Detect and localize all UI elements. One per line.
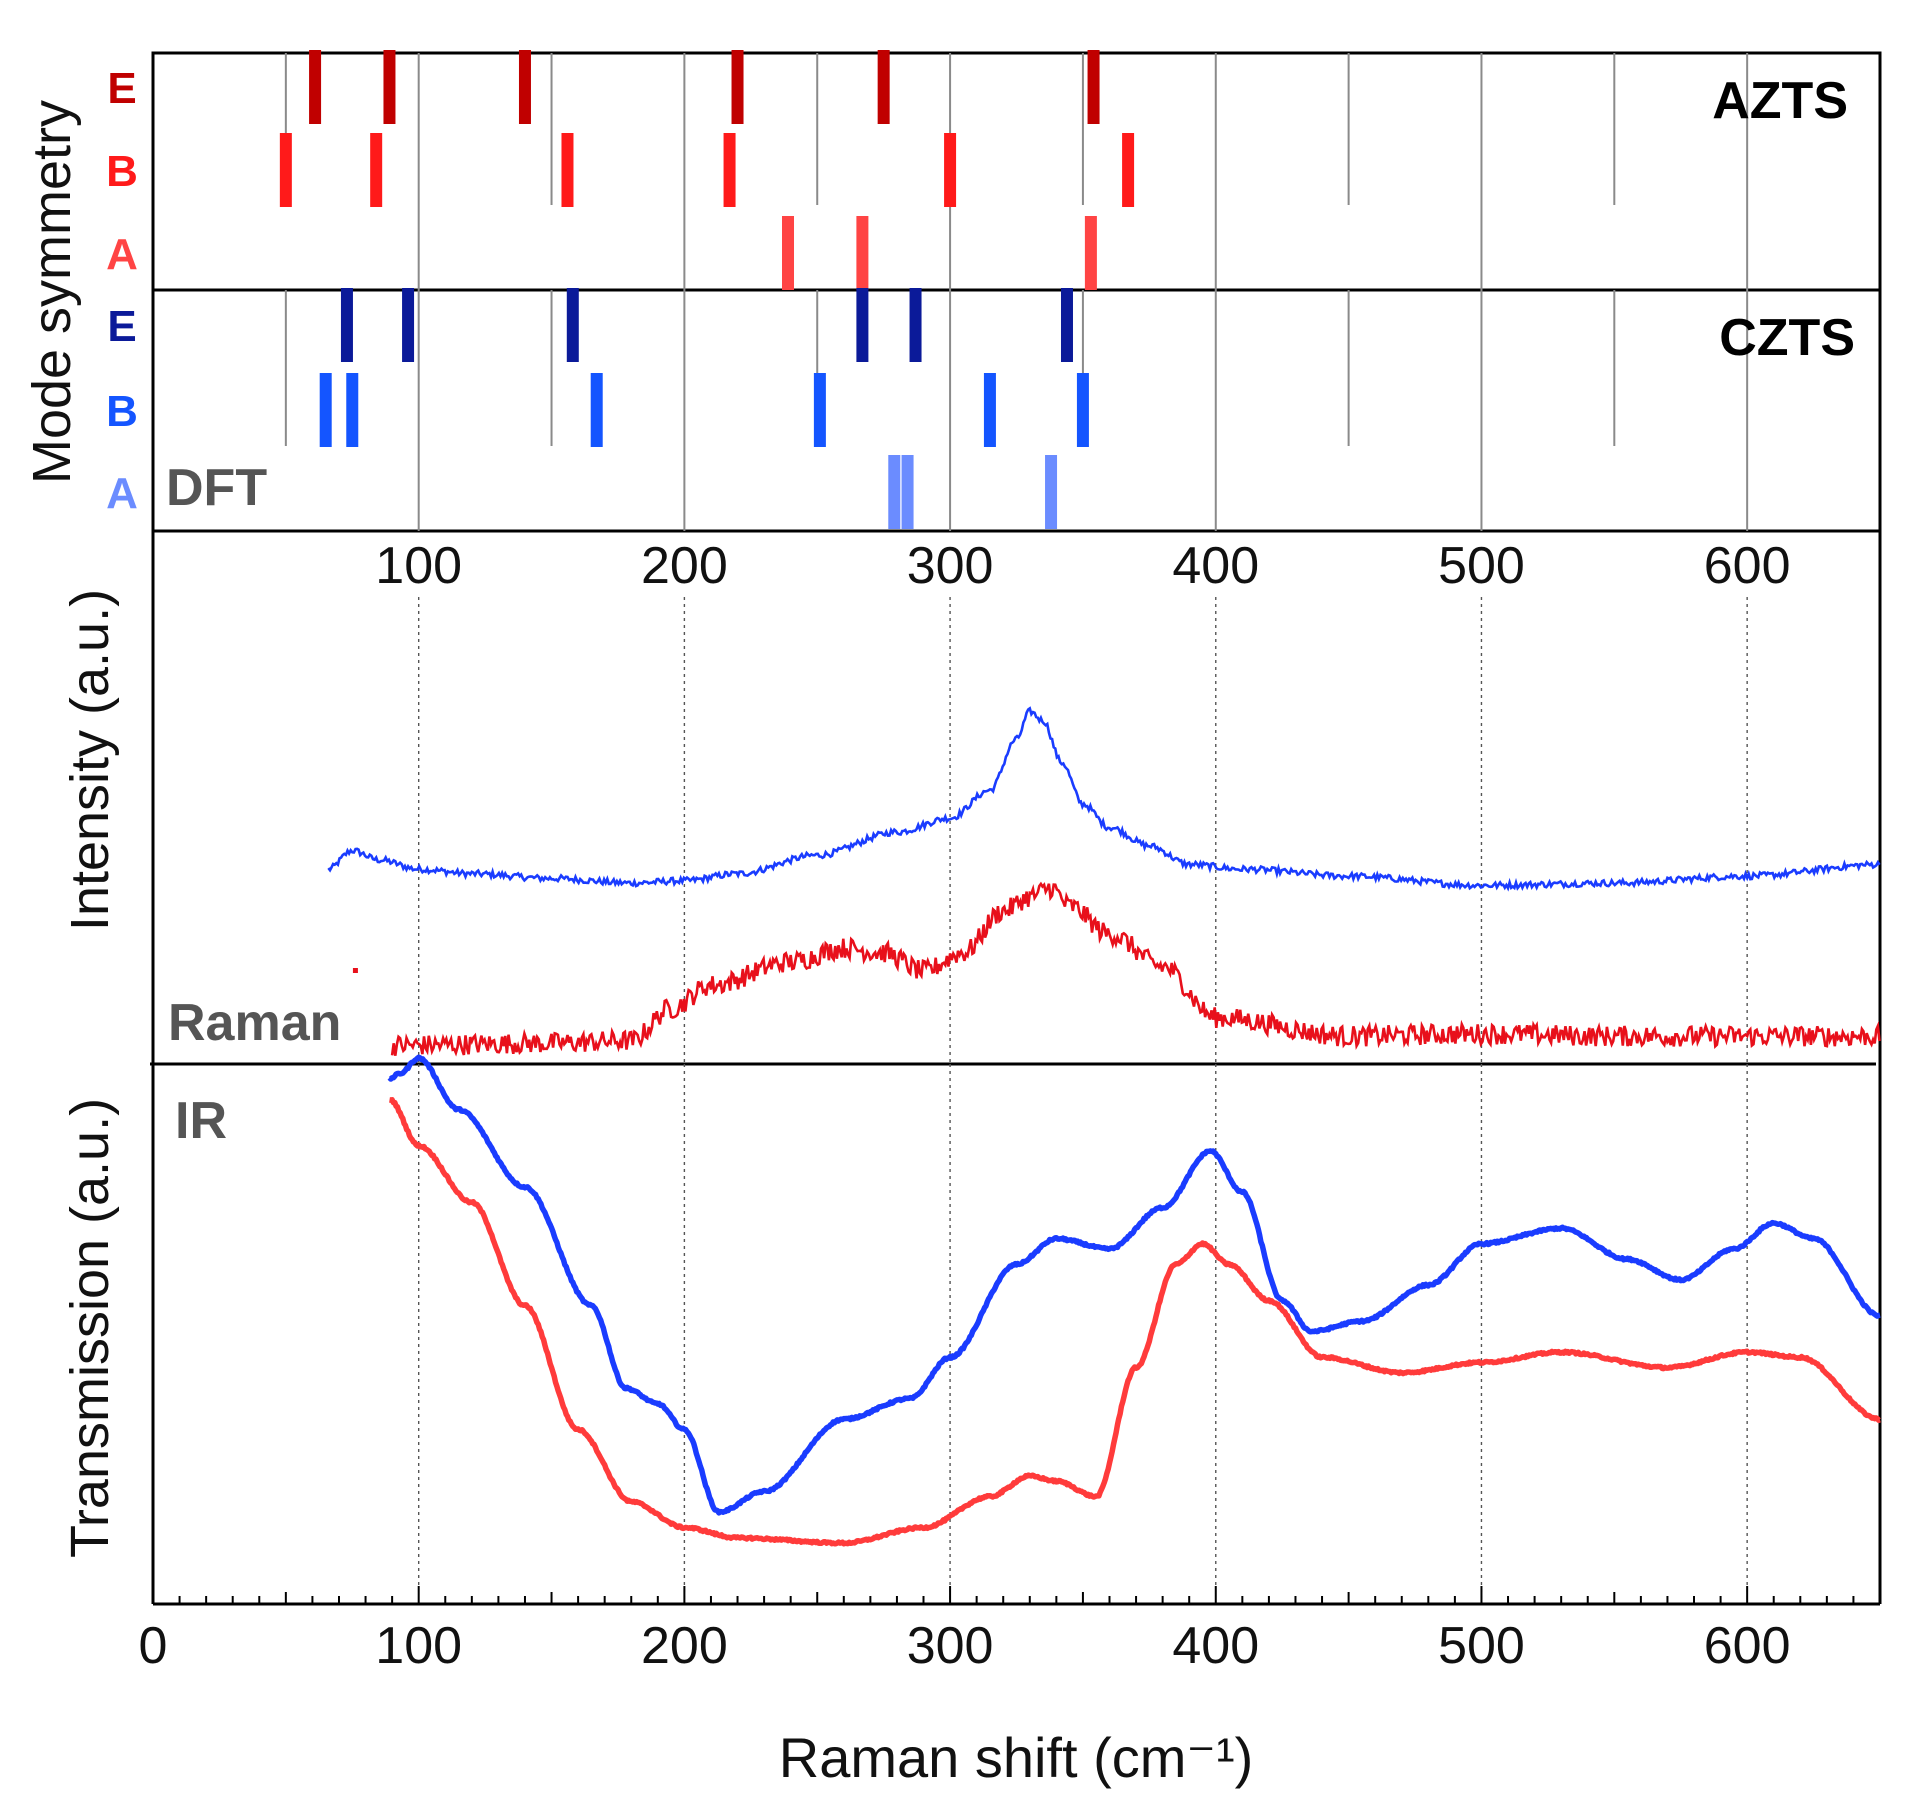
top-tick-label: 400 <box>1172 537 1259 595</box>
czts-material-label: CZTS <box>1719 309 1855 367</box>
raman-point-azts <box>352 968 358 973</box>
symmetry-label-azts-e: E <box>107 64 136 113</box>
x-tick-label: 200 <box>641 1617 728 1675</box>
dft-y-axis-title: Mode symmetry <box>22 100 82 484</box>
mode-mark-czts-b <box>983 373 996 447</box>
mode-mark-azts-a <box>782 216 795 290</box>
raman-spectra <box>327 706 1881 1057</box>
mode-mark-azts-b <box>944 133 957 207</box>
raman-y-axis-title: Intensity (a.u.) <box>60 589 120 931</box>
top-tick-label: 500 <box>1438 537 1525 595</box>
mode-mark-azts-b <box>279 133 292 207</box>
mode-mark-azts-e <box>518 50 531 124</box>
ir-spectra <box>387 1054 1882 1547</box>
mode-mark-czts-a <box>1045 455 1058 529</box>
dft-panel-frame <box>151 51 1882 533</box>
dft-panel: 100 200 300 400 500 600 Mode symmetry DFT AZT… <box>22 50 1882 595</box>
x-tick-label: 500 <box>1438 1617 1525 1675</box>
top-tick-label: 300 <box>907 537 994 595</box>
mode-mark-azts-e <box>383 50 396 124</box>
ir-gridlines <box>417 1064 1748 1604</box>
ir-panel: Transmission (a.u.) IR <box>60 1054 1882 1606</box>
symmetry-label-czts-b: B <box>106 387 138 436</box>
mode-mark-czts-b <box>590 373 603 447</box>
mode-mark-azts-b <box>1122 133 1135 207</box>
mode-mark-czts-e <box>566 288 579 362</box>
azts-material-label: AZTS <box>1712 72 1848 130</box>
mode-mark-czts-e <box>340 288 353 362</box>
mode-mark-azts-b <box>723 133 736 207</box>
x-tick-label: 0 <box>139 1617 168 1675</box>
ir-y-axis-title: Transmission (a.u.) <box>60 1098 120 1558</box>
x-axis-tick-labels: 0 100 200 300 400 500 600 <box>139 1617 1791 1675</box>
mode-mark-czts-e <box>856 288 869 362</box>
ir-line-czts <box>387 1054 1882 1516</box>
top-tick-label: 200 <box>641 537 728 595</box>
x-axis-ticks <box>152 1586 1881 1604</box>
ir-line-azts <box>388 1097 1882 1547</box>
dft-panel-label: DFT <box>166 459 267 517</box>
symmetry-label-czts-e: E <box>107 302 136 351</box>
mode-mark-czts-a <box>901 455 914 529</box>
mode-mark-azts-e <box>309 50 322 124</box>
symmetry-label-czts-a: A <box>106 469 138 518</box>
mode-mark-azts-b <box>561 133 574 207</box>
x-tick-label: 600 <box>1704 1617 1791 1675</box>
raman-line-azts <box>390 881 1881 1057</box>
mode-mark-czts-b <box>319 373 332 447</box>
mode-mark-czts-a <box>888 455 901 529</box>
symmetry-label-azts-b: B <box>106 147 138 196</box>
raman-panel-label: Raman <box>168 994 341 1052</box>
mode-mark-azts-a <box>1084 216 1097 290</box>
mode-mark-azts-e <box>877 50 890 124</box>
mode-mark-azts-e <box>1087 50 1100 124</box>
mode-mark-czts-b <box>1076 373 1089 447</box>
x-tick-label: 100 <box>375 1617 462 1675</box>
mode-mark-azts-b <box>370 133 383 207</box>
mode-mark-azts-e <box>731 50 744 124</box>
mode-mark-czts-b <box>813 373 826 447</box>
mode-mark-czts-e <box>1060 288 1073 362</box>
raman-panel: Intensity (a.u.) Raman <box>60 531 1882 1064</box>
dft-gridlines <box>284 53 1749 531</box>
x-tick-label: 400 <box>1172 1617 1259 1675</box>
raman-gridlines <box>417 597 1748 1064</box>
ir-panel-label: IR <box>175 1092 227 1150</box>
mode-mark-czts-e <box>909 288 922 362</box>
top-tick-label: 600 <box>1704 537 1791 595</box>
x-tick-label: 300 <box>907 1617 994 1675</box>
mode-mark-czts-e <box>402 288 415 362</box>
x-axis-title: Raman shift (cm⁻¹) <box>779 1726 1254 1789</box>
symmetry-label-azts-a: A <box>106 230 138 279</box>
mode-mark-czts-b <box>346 373 359 447</box>
dft-top-tick-labels: 100 200 300 400 500 600 <box>375 537 1790 595</box>
mode-mark-azts-a <box>856 216 869 290</box>
raman-line-czts <box>327 706 1881 892</box>
top-tick-label: 100 <box>375 537 462 595</box>
dft-mode-marks <box>279 50 1135 529</box>
